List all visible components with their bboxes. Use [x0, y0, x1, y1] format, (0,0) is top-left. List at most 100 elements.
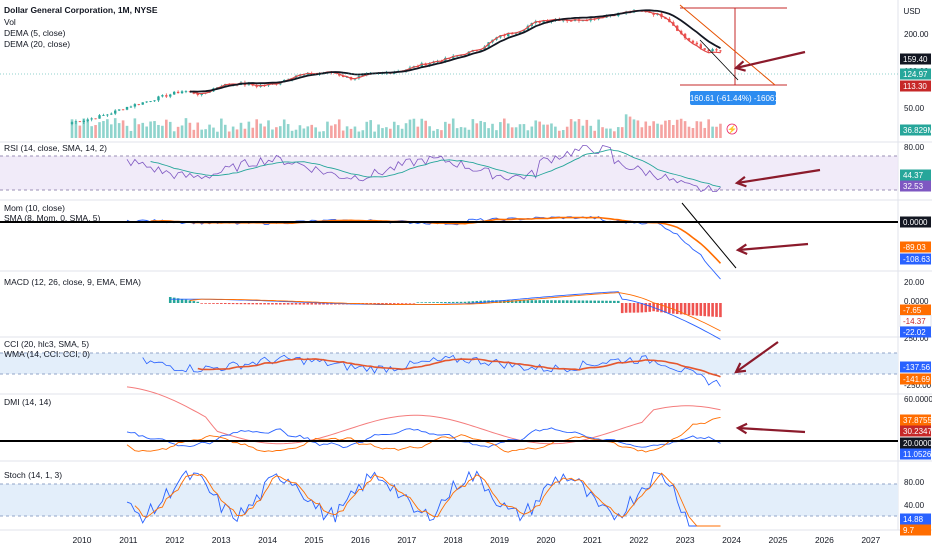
time-axis-label: 2010: [73, 535, 92, 545]
volume-bar: [632, 119, 636, 138]
macd-histogram-bar: [373, 303, 376, 305]
candle-body: [86, 119, 89, 121]
volume-bar: [365, 121, 369, 138]
macd-histogram-bar: [656, 303, 659, 312]
candle-body: [562, 20, 565, 22]
macd-histogram-bar: [444, 302, 447, 303]
value-badge: [900, 361, 931, 373]
volume-bar: [392, 121, 396, 138]
volume-bar: [90, 126, 93, 138]
volume-bar: [467, 129, 471, 138]
volume-bar: [216, 131, 219, 138]
volume-bar: [267, 120, 270, 138]
macd-histogram-bar: [290, 303, 294, 305]
volume-bar: [86, 119, 90, 138]
candle-body: [581, 20, 585, 22]
cci-wma-line: [197, 357, 721, 378]
value-badge-label: 9.7: [903, 526, 915, 535]
macd-histogram-bar: [542, 300, 545, 303]
pane-title: RSI (14, close, SMA, 14, 2): [4, 143, 107, 153]
macd-histogram-bar: [581, 300, 585, 303]
value-badge-label: 11.0526: [903, 450, 932, 459]
volume-bar: [565, 126, 569, 138]
volume-bar: [648, 125, 652, 138]
volume-bar: [440, 130, 443, 138]
candle-body: [74, 121, 78, 123]
volume-bar: [683, 121, 687, 138]
volume-bar: [518, 124, 522, 138]
candle-body: [711, 49, 714, 52]
macd-histogram-bar: [208, 303, 211, 304]
axis-tick-label: -250.00: [904, 381, 932, 390]
value-badge: [900, 241, 931, 253]
value-badge: [900, 414, 931, 426]
volume-bar: [227, 131, 231, 138]
pane-title: MACD (12, 26, close, 9, EMA, EMA): [4, 277, 141, 287]
volume-bar: [82, 118, 86, 138]
axis-tick-label: 50.00: [904, 104, 925, 113]
volume-bar: [601, 127, 604, 138]
volume-bar: [239, 122, 243, 138]
candle-body: [703, 48, 706, 50]
axis-tick-label: 60.0000: [904, 395, 932, 404]
macd-histogram-bar: [385, 303, 388, 305]
volume-bar: [290, 130, 294, 138]
macd-histogram-bar: [172, 297, 176, 303]
volume-bar: [106, 119, 109, 138]
candle-body: [153, 100, 156, 102]
volume-bar: [70, 119, 74, 138]
volume-bar: [420, 118, 424, 138]
macd-histogram-bar: [436, 302, 439, 303]
volume-bar: [357, 131, 361, 138]
candle-body: [180, 91, 184, 94]
volume-bar: [231, 126, 235, 138]
volume-bar: [172, 131, 176, 138]
candle-body: [110, 113, 113, 115]
macd-histogram-bar: [679, 303, 683, 315]
axis-tick-label: 40.00: [904, 501, 925, 510]
volume-bar: [259, 123, 262, 138]
macd-histogram-bar: [330, 303, 333, 305]
candle-body: [707, 49, 710, 52]
volume-bar: [499, 122, 502, 138]
candle-body: [444, 57, 447, 62]
candle-body: [687, 38, 691, 41]
candle-body: [361, 74, 365, 77]
macd-histogram-bar: [605, 300, 608, 303]
time-axis-label: 2023: [676, 535, 695, 545]
macd-histogram-bar: [514, 300, 518, 303]
macd-histogram-bar: [416, 302, 420, 303]
volume-bar: [609, 128, 612, 138]
macd-histogram-bar: [326, 303, 329, 305]
time-axis-label: 2026: [815, 535, 834, 545]
dmi-minus-line: [126, 416, 721, 453]
volume-bar: [522, 124, 526, 138]
volume-bar: [628, 116, 632, 138]
dmi-plus-line: [126, 427, 721, 449]
volume-bar: [719, 123, 722, 138]
macd-histogram-bar: [475, 300, 479, 303]
candle-body: [640, 11, 644, 12]
volume-bar: [699, 121, 703, 138]
volume-bar: [510, 127, 514, 138]
pane-title: DMI (14, 14): [4, 397, 51, 407]
volume-bar: [180, 125, 184, 138]
macd-histogram-bar: [278, 303, 282, 305]
macd-histogram-bar: [601, 300, 604, 303]
volume-bar: [479, 120, 483, 138]
legend-item: DEMA (20, close): [4, 39, 70, 49]
value-badge-label: -141.69: [903, 375, 931, 384]
value-badge-label: -89.03: [903, 243, 926, 252]
macd-histogram-bar: [420, 302, 424, 303]
volume-bar: [74, 122, 78, 138]
candle-body: [78, 121, 82, 123]
volume-bar: [165, 119, 168, 138]
volume-bar: [652, 121, 655, 138]
time-axis-label: 2017: [397, 535, 416, 545]
volume-bar: [589, 125, 593, 138]
annotation-arrow: [735, 50, 806, 70]
candle-body: [514, 33, 518, 35]
measure-label: -160.61 (-61.44%) -16061: [687, 94, 779, 103]
annotation-arrow: [737, 426, 806, 434]
